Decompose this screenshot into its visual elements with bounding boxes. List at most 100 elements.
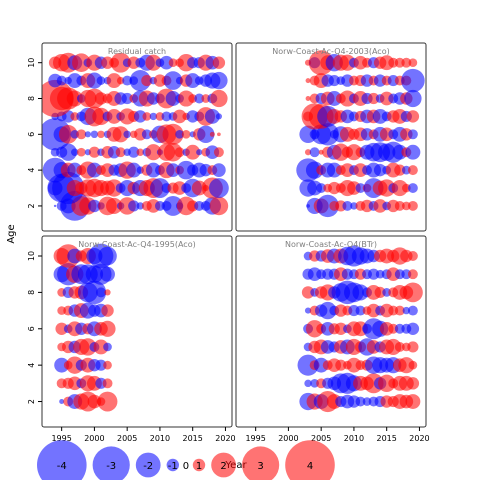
legend-label: -2 — [143, 461, 153, 472]
bubble — [394, 342, 405, 352]
bubble — [88, 146, 100, 158]
bubble — [212, 163, 226, 177]
bubble — [391, 179, 408, 197]
bubble — [210, 71, 228, 90]
panel-bubbles — [53, 243, 118, 412]
bubble — [407, 305, 418, 316]
legend-bubble — [285, 440, 335, 480]
x-tick-label: 2000 — [278, 434, 298, 443]
bubble — [102, 378, 113, 389]
bubble — [96, 76, 106, 85]
bubble — [373, 199, 387, 213]
bubble — [406, 377, 420, 390]
bubble — [208, 178, 229, 198]
y-tick-label: 4 — [27, 168, 36, 173]
bubble — [58, 125, 78, 144]
x-tick-label: 2005 — [117, 434, 137, 443]
bubble — [97, 130, 105, 139]
bubble — [185, 144, 201, 160]
panels-layer: Residual catch Norw-Coast-Ac-Q4-2003(Aco)… — [41, 42, 427, 428]
bubble — [101, 304, 114, 317]
bubble — [136, 202, 144, 210]
bubble — [342, 200, 353, 211]
legend-bubble — [242, 446, 280, 480]
legend-bubble — [211, 452, 237, 478]
bubble — [53, 204, 57, 208]
legend-bubble — [192, 458, 206, 472]
bubble — [97, 391, 118, 412]
bubble — [174, 147, 185, 158]
bubble — [408, 58, 418, 68]
bubble — [402, 282, 423, 303]
legend-label: 4 — [307, 461, 313, 472]
bubble — [100, 266, 115, 282]
y-axis-label: Age — [6, 224, 17, 243]
legend-label: -4 — [57, 461, 67, 472]
panel-1: Residual catch — [41, 42, 233, 232]
bubble — [209, 131, 215, 137]
bubble — [304, 379, 312, 388]
legend-label: 0 — [183, 461, 189, 472]
panel-4: Norw-Coast-Ac-Q4(BTr) — [235, 235, 427, 428]
panel-bubbles — [297, 245, 423, 413]
bubble — [368, 92, 380, 105]
bubble — [163, 71, 183, 90]
bubble — [87, 394, 102, 409]
bubble — [106, 73, 122, 89]
bubble — [141, 129, 152, 140]
bubble — [301, 286, 315, 299]
bubble — [90, 130, 99, 139]
bubble — [136, 148, 144, 156]
bubble — [355, 183, 366, 193]
y-tick-label: 6 — [27, 132, 36, 137]
bubble — [328, 75, 340, 87]
bubble — [401, 68, 425, 93]
bubble — [394, 305, 405, 316]
bubble — [402, 306, 411, 315]
bubble — [123, 130, 131, 139]
bubble — [172, 109, 187, 124]
y-tick-label: 8 — [27, 290, 36, 295]
bubble — [106, 197, 123, 214]
bubble — [213, 147, 224, 158]
bubble — [398, 357, 415, 374]
bubble — [128, 146, 140, 158]
bubble — [405, 394, 421, 409]
x-tick-label: 1995 — [51, 434, 71, 443]
bubble — [407, 341, 419, 353]
bubble — [103, 360, 112, 370]
bubble — [162, 123, 184, 145]
y-tick-label: 8 — [27, 96, 36, 101]
bubble — [71, 148, 79, 156]
panel-bubbles — [296, 50, 425, 218]
bubble — [104, 289, 111, 296]
bubble — [66, 90, 83, 107]
bubble — [98, 246, 117, 266]
x-tick-label: 2010 — [150, 434, 170, 443]
panel-frame — [41, 42, 233, 232]
panel-frame — [235, 235, 427, 428]
bubble — [407, 183, 418, 193]
x-tick-label: 2020 — [409, 434, 429, 443]
panel-3: Norw-Coast-Ac-Q4-1995(Aco) — [41, 235, 233, 428]
panel-title: Norw-Coast-Ac-Q4-1995(Aco) — [78, 240, 195, 249]
bubble — [145, 54, 162, 71]
bubble — [163, 196, 183, 216]
bubble — [59, 143, 77, 161]
y-tick-label: 6 — [27, 326, 36, 331]
bubble — [316, 194, 339, 218]
bubble — [159, 55, 174, 70]
panel-2: Norw-Coast-Ac-Q4-2003(Aco) — [235, 42, 427, 232]
panel-title: Norw-Coast-Ac-Q4(BTr) — [285, 240, 377, 249]
bubble — [305, 96, 311, 101]
bubble — [304, 307, 312, 314]
bubble — [110, 52, 131, 73]
bubble — [374, 286, 386, 298]
bubble — [145, 144, 162, 161]
bubble — [82, 280, 107, 305]
panel-title: Norw-Coast-Ac-Q4-2003(Aco) — [272, 47, 389, 56]
y-tick-label: 2 — [27, 399, 36, 404]
bubble — [99, 320, 116, 337]
x-tick-label: 1995 — [245, 434, 265, 443]
